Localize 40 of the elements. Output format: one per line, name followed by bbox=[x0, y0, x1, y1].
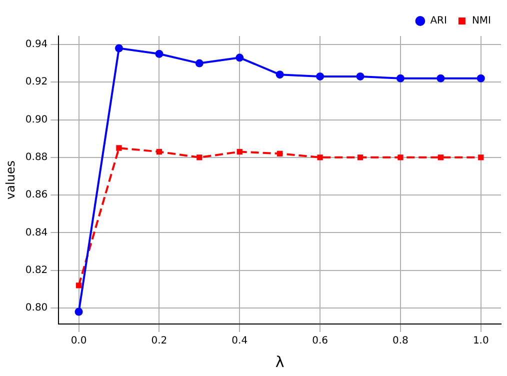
y-tick-label: 0.92 bbox=[25, 76, 48, 88]
point bbox=[478, 154, 484, 160]
y-tick-label: 0.82 bbox=[25, 264, 48, 276]
point bbox=[476, 74, 485, 82]
point bbox=[396, 74, 404, 82]
x-axis-title: λ bbox=[275, 352, 284, 371]
x-tick-label: 0.4 bbox=[232, 336, 248, 347]
point bbox=[436, 74, 445, 82]
legend-label: NMI bbox=[472, 16, 492, 27]
point bbox=[356, 72, 364, 80]
y-tick-label: 0.84 bbox=[25, 227, 48, 238]
x-tick-label: 0.6 bbox=[312, 336, 328, 347]
point bbox=[357, 154, 364, 160]
point bbox=[317, 154, 323, 160]
point bbox=[155, 50, 164, 58]
point bbox=[195, 59, 204, 68]
point bbox=[316, 72, 324, 80]
x-tick-label: 0.2 bbox=[151, 336, 168, 347]
point bbox=[276, 70, 284, 79]
point bbox=[196, 154, 202, 160]
point bbox=[398, 154, 404, 160]
point bbox=[438, 154, 444, 160]
y-tick-label: 0.86 bbox=[25, 190, 48, 201]
point bbox=[114, 44, 123, 52]
y-tick-label: 0.90 bbox=[25, 114, 48, 126]
x-tick-label: 0.0 bbox=[70, 336, 87, 347]
y-tick-label: 0.94 bbox=[25, 39, 48, 50]
point bbox=[156, 148, 162, 155]
legend-label: ARI bbox=[430, 16, 447, 27]
point bbox=[236, 148, 242, 155]
point bbox=[76, 282, 82, 288]
y-tick-label: 0.80 bbox=[25, 302, 48, 314]
x-tick-label: 1.0 bbox=[472, 336, 489, 347]
point bbox=[236, 54, 244, 62]
y-axis-title: values bbox=[3, 160, 18, 200]
y-tick-label: 0.88 bbox=[25, 152, 48, 164]
x-tick-label: 0.8 bbox=[392, 336, 408, 347]
point bbox=[277, 150, 283, 156]
point bbox=[116, 145, 122, 151]
point bbox=[74, 308, 83, 316]
